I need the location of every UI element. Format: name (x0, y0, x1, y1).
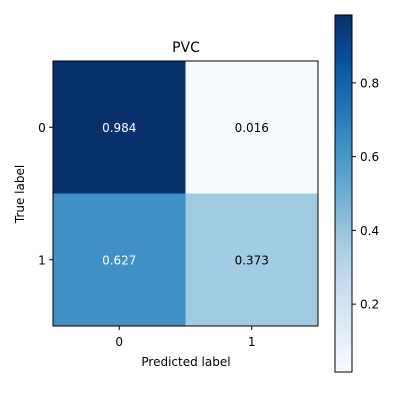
heatmap-cell-0-1 (185, 61, 318, 194)
heatmap-cell-0-0 (53, 61, 186, 194)
heatmap-cell-1-0 (53, 193, 186, 326)
cell-label-0-0: 0.984 (102, 121, 136, 135)
y-axis-label: True label (13, 165, 27, 224)
heatmap-cells (53, 61, 318, 326)
colorbar-ticks: 0.2 0.4 0.6 0.8 (352, 76, 379, 312)
colorbar-tick-label-3: 0.8 (360, 76, 379, 90)
y-tick-label-1: 1 (38, 253, 46, 267)
x-tick-label-0: 0 (115, 335, 123, 349)
colorbar-tick-label-1: 0.4 (360, 224, 379, 238)
cell-label-0-1: 0.016 (235, 121, 269, 135)
plot-frame (52, 60, 319, 327)
colorbar-tick-label-0: 0.2 (360, 298, 379, 312)
chart-title: PVC (172, 40, 200, 56)
colorbar (334, 14, 353, 373)
x-tick-label-1: 1 (248, 335, 256, 349)
y-axis-ticks: 01 (38, 121, 53, 267)
y-tick-label-0: 0 (38, 121, 46, 135)
heatmap-cell-1-1 (185, 193, 318, 326)
colorbar-tick-label-2: 0.6 (360, 150, 379, 164)
heatmap-cell-labels: 0.984 0.016 0.627 0.373 (102, 121, 269, 268)
cell-label-1-1: 0.373 (235, 253, 269, 267)
x-axis-label: Predicted label (141, 355, 230, 369)
cell-label-1-0: 0.627 (102, 253, 136, 267)
